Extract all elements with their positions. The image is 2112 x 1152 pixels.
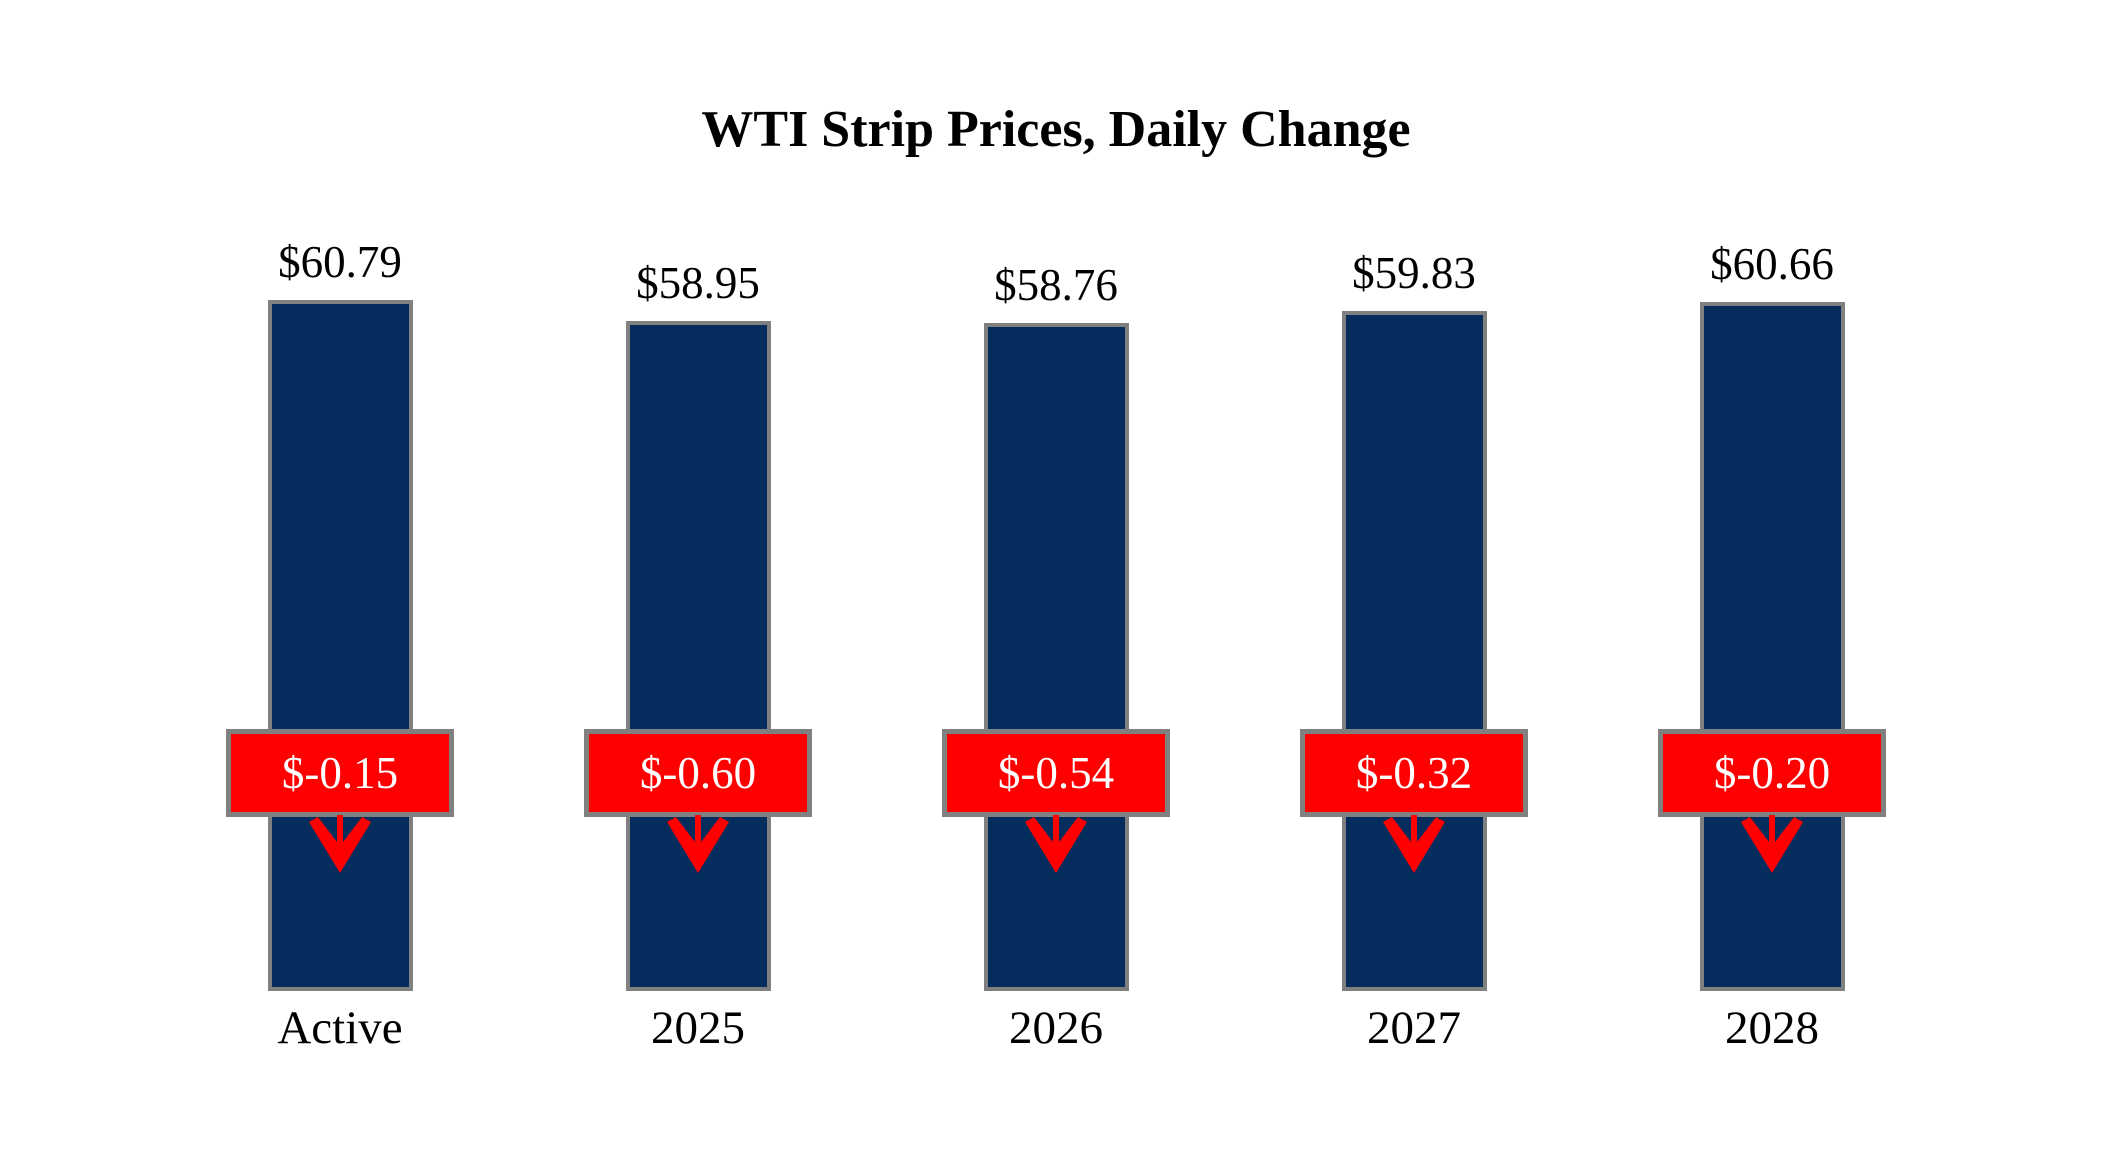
price-value-label: $60.79 — [278, 237, 402, 287]
price-value-label: $58.76 — [994, 260, 1118, 310]
daily-change-badge: $-0.32 — [1300, 729, 1528, 817]
down-arrow-icon — [1383, 815, 1445, 873]
down-arrow-icon — [1741, 815, 1803, 873]
down-arrow-icon — [1025, 815, 1087, 873]
category-label: 2028 — [1725, 1002, 1819, 1054]
price-bar — [267, 300, 413, 991]
chart-title: WTI Strip Prices, Daily Change — [701, 101, 1411, 158]
price-value-label: $60.66 — [1710, 239, 1834, 289]
price-value-label: $59.83 — [1352, 248, 1476, 298]
down-arrow-icon — [667, 815, 729, 873]
price-bar — [1699, 302, 1845, 991]
daily-change-badge: $-0.20 — [1658, 729, 1886, 817]
down-arrow-icon — [309, 815, 371, 873]
daily-change-badge: $-0.54 — [942, 729, 1170, 817]
daily-change-badge: $-0.60 — [584, 729, 812, 817]
price-bar — [1341, 311, 1487, 991]
price-value-label: $58.95 — [636, 258, 760, 308]
price-bar — [625, 321, 771, 991]
price-bar — [983, 323, 1129, 991]
category-label: 2025 — [651, 1002, 745, 1054]
category-label: Active — [277, 1002, 403, 1054]
category-label: 2027 — [1367, 1002, 1461, 1054]
daily-change-badge: $-0.15 — [226, 729, 454, 817]
category-label: 2026 — [1009, 1002, 1103, 1054]
